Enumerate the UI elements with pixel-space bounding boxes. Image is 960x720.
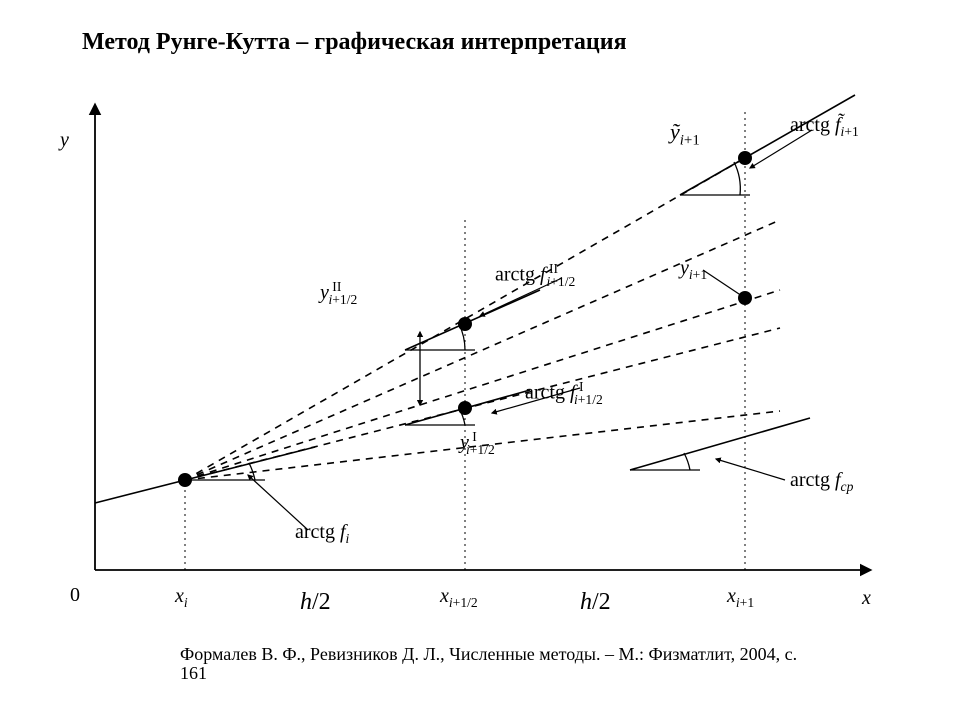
tangent-0 (95, 447, 315, 503)
label-y_axis: y (60, 130, 69, 151)
label-y_tilde: ỹi+1 (670, 120, 700, 149)
pointer-5 (703, 270, 745, 298)
point-P_i (178, 473, 192, 487)
point-P_m2 (458, 317, 472, 331)
point-P_m1 (458, 401, 472, 415)
label-arctg_m1: arctg f Ii+1/2 (525, 380, 603, 407)
citation: Формалев В. Ф., Ревизников Д. Л., Числен… (180, 645, 800, 683)
pointer-4 (716, 459, 785, 480)
point-P_y1 (738, 291, 752, 305)
label-zero: 0 (70, 585, 80, 606)
label-x_axis: x (862, 588, 871, 609)
tangent-2 (405, 290, 540, 350)
label-h2b: h/2 (580, 590, 611, 615)
tangent-4 (630, 418, 810, 470)
angle-arc-3 (734, 162, 740, 195)
label-xip1: xi+1 (727, 586, 754, 610)
label-y_ip1: yi+1 (680, 258, 707, 282)
label-y_m1: y Ii+1/2 (460, 430, 495, 457)
label-arctg_ft: arctg f̃i+1 (790, 115, 859, 139)
label-y_m2: y IIi+1/2 (320, 280, 357, 307)
label-xi: xi (175, 586, 188, 610)
tangent-3 (680, 95, 855, 195)
label-arctg_m2: arctg f IIi+1/2 (495, 262, 575, 289)
label-xmid: xi+1/2 (440, 586, 478, 610)
label-h2a: h/2 (300, 590, 331, 615)
point-P_top (738, 151, 752, 165)
label-arctg_cp: arctg fср (790, 470, 853, 494)
label-arctg_fi: arctg fi (295, 522, 349, 546)
diagram-svg (0, 0, 960, 720)
angle-arc-4 (684, 453, 690, 470)
